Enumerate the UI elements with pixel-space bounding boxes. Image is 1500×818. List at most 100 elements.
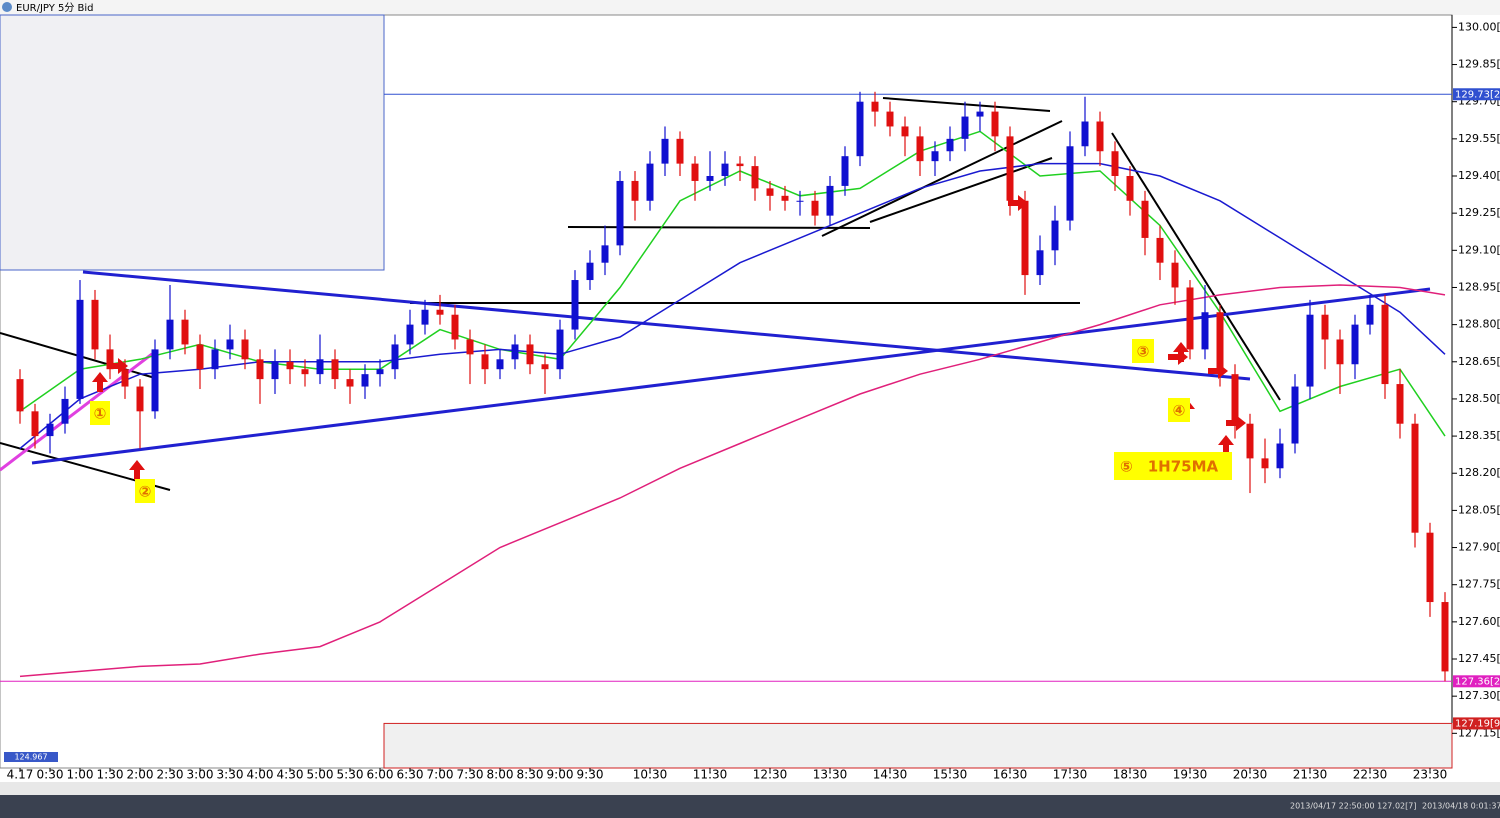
trendline (82, 270, 1251, 381)
candle-body (991, 111, 999, 137)
y-tick-label: 128.50[0 (1458, 392, 1500, 405)
y-tick-label: 127.45[0 (1458, 652, 1500, 665)
candle-body (136, 386, 144, 412)
x-tick-label: 5:30 (337, 768, 364, 782)
candle-body (151, 349, 159, 412)
candle-body (766, 188, 774, 196)
candle-body (661, 138, 669, 164)
annotation-box (1168, 398, 1190, 422)
candle-body (616, 180, 624, 246)
arrow (1168, 349, 1188, 365)
candle-body (1396, 384, 1404, 424)
annotation: ① (94, 405, 107, 423)
x-tick-label: 7:00 (427, 768, 454, 782)
trendlines (0, 97, 1431, 491)
candle-body (586, 262, 594, 281)
price-tag-label: 127.36[2 (1455, 676, 1500, 687)
candle-body (376, 369, 384, 375)
candle-body (676, 138, 684, 164)
candle-body (256, 359, 264, 380)
arrow (129, 460, 145, 480)
candle-body (451, 314, 459, 340)
y-tick-label: 130.00[0 (1458, 20, 1500, 33)
candle-body (361, 374, 369, 387)
candle-body (91, 299, 99, 350)
y-tick-label: 129.55[0 (1458, 132, 1500, 145)
status-text: 2013/04/18 0:01:37 (1422, 802, 1500, 811)
x-tick-label: 6:30 (397, 768, 424, 782)
x-tick-label: 18:30 (1113, 768, 1148, 782)
x-tick-label: 0:30 (37, 768, 64, 782)
candle-body (286, 361, 294, 370)
y-tick-label: 127.90[0 (1458, 541, 1500, 554)
candle-body (346, 379, 354, 387)
y-tick-label: 129.85[0 (1458, 58, 1500, 71)
candle-body (1111, 151, 1119, 177)
candle-body (841, 156, 849, 186)
x-tick-label: 3:30 (217, 768, 244, 782)
x-tick-label: 5:00 (307, 768, 334, 782)
x-tick-label: 10:30 (633, 768, 668, 782)
candle-body (946, 138, 954, 152)
x-tick-label: 8:30 (517, 768, 544, 782)
candle-body (466, 339, 474, 355)
candle-body (571, 280, 579, 330)
candle-body (181, 319, 189, 345)
y-tick-label: 127.75[0 (1458, 578, 1500, 591)
candle-body (886, 111, 894, 127)
price-tag (1453, 675, 1500, 688)
trendline (882, 97, 1051, 112)
candle-body (511, 344, 519, 360)
candle-body (706, 176, 714, 181)
x-tick-label: 17:30 (1053, 768, 1088, 782)
y-tick-label: 127.30[0 (1458, 689, 1500, 702)
price-tag-label: 127.19[9 (1455, 718, 1500, 729)
candle-body (961, 116, 969, 139)
candle-body (871, 101, 879, 112)
status-text: 2013/04/17 22:50:00 127.02[7] (1290, 802, 1416, 811)
candle-body (421, 309, 429, 325)
corner-label-box (4, 752, 58, 762)
x-tick-label: 9:30 (577, 768, 604, 782)
candle-body (901, 126, 909, 137)
candle-body (541, 364, 549, 370)
candle-body (1216, 312, 1224, 375)
candle-body (271, 361, 279, 380)
annotation-box (1132, 339, 1154, 363)
annotation: ⑤ 1H75MA (1120, 458, 1218, 476)
scroll-bar[interactable] (0, 782, 1500, 795)
x-tick-label: 16:30 (993, 768, 1028, 782)
lower-panel (383, 722, 1453, 769)
candle-body (1081, 121, 1089, 147)
y-tick-label: 129.10[0 (1458, 243, 1500, 256)
annotation: ② (139, 483, 152, 501)
x-tick-label: 12:30 (753, 768, 788, 782)
x-tick-label: 6:00 (367, 768, 394, 782)
price-tag (1453, 88, 1500, 101)
candle-body (736, 163, 744, 167)
candle-body (1276, 443, 1284, 469)
annotation: ④ (1173, 402, 1186, 420)
y-tick-label: 128.65[0 (1458, 355, 1500, 368)
candle-body (1036, 250, 1044, 276)
x-tick-label: 15:30 (933, 768, 968, 782)
candle-body (316, 359, 324, 375)
x-tick-label: 1:00 (67, 768, 94, 782)
candle-body (76, 299, 84, 399)
candle-body (1066, 146, 1074, 221)
candle-body (1351, 324, 1359, 365)
arrow (1226, 415, 1246, 431)
y-tick-label: 129.40[0 (1458, 169, 1500, 182)
corner-label: 124.967 (14, 753, 47, 762)
candle-body (1006, 136, 1014, 201)
candle-body (1186, 287, 1194, 350)
candle-body (31, 411, 39, 437)
candle-body (826, 185, 834, 216)
candle-body (1336, 339, 1344, 365)
candle-body (436, 309, 444, 315)
candle-body (1441, 602, 1449, 672)
x-tick-label: 1:30 (97, 768, 124, 782)
title-bar (0, 0, 1500, 15)
